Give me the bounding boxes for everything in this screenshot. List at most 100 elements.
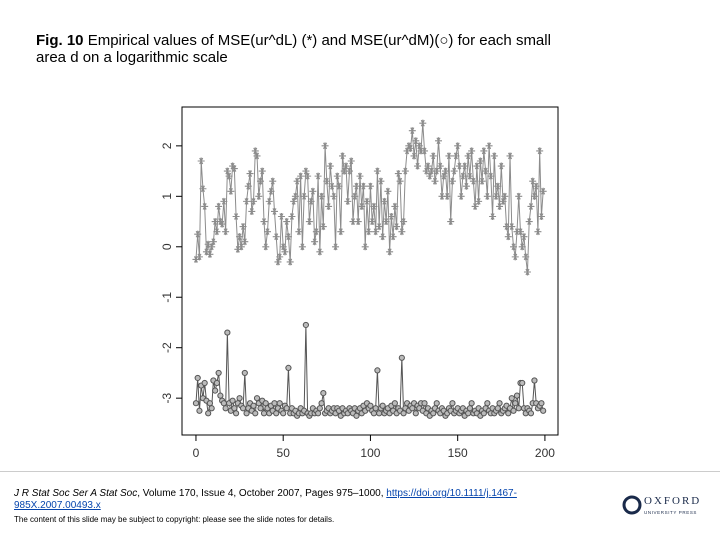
logo-name: OXFORD (644, 495, 701, 507)
logo-emblem (622, 495, 642, 515)
star-marker (457, 192, 465, 200)
star-marker (227, 187, 235, 195)
star-marker (503, 223, 511, 231)
star-marker (318, 192, 326, 200)
x-tick-label: 100 (360, 446, 380, 460)
star-marker (283, 218, 291, 226)
star-marker (244, 182, 252, 190)
star-marker (358, 202, 366, 210)
doi-link[interactable]: https://doi.org/10.1111/j.1467-985X.2007… (14, 488, 517, 511)
title-text: Empirical values of MSE(ur^dL) (*) and M… (36, 32, 551, 66)
star-marker (490, 152, 498, 160)
star-marker (239, 223, 247, 231)
circle-marker (276, 400, 283, 407)
circle-marker (513, 392, 521, 399)
star-marker (421, 147, 429, 155)
logo-sub: UNIVERSITY PRESS (644, 510, 697, 515)
star-marker (319, 223, 327, 231)
star-marker (501, 192, 509, 200)
star-marker (534, 228, 542, 236)
circle-marker (252, 410, 259, 417)
circle-marker (316, 405, 323, 412)
star-marker (365, 228, 373, 236)
circle-marker (496, 400, 503, 407)
star-marker (269, 177, 277, 185)
circle-marker (468, 400, 475, 407)
circle-marker (224, 329, 231, 336)
logo: OXFORD UNIVERSITY PRESS (622, 495, 701, 515)
star-marker (225, 172, 233, 180)
star-marker (344, 197, 352, 205)
star-marker (316, 248, 324, 256)
star-marker (363, 197, 371, 205)
circle-marker (398, 354, 405, 361)
star-marker (270, 207, 278, 215)
star-marker (522, 253, 530, 261)
circle-marker (391, 400, 398, 407)
star-marker (459, 172, 467, 180)
circle-marker (243, 410, 250, 417)
star-marker (304, 172, 312, 180)
circle-marker (538, 400, 545, 407)
circle-marker (273, 410, 280, 417)
circle-marker (302, 321, 309, 329)
circle-marker (519, 379, 526, 387)
star-marker (351, 192, 359, 200)
circle-marker (229, 397, 236, 404)
star-marker (396, 177, 404, 185)
star-marker (379, 233, 387, 241)
star-marker (204, 240, 212, 248)
title-label: Fig. 10 (36, 32, 84, 49)
star-marker (422, 167, 430, 175)
star-marker (347, 157, 355, 165)
star-marker (277, 213, 285, 221)
star-marker (450, 167, 458, 175)
circle-marker (285, 364, 292, 371)
star-marker (274, 258, 282, 266)
circle-marker (232, 410, 240, 417)
star-marker (309, 187, 317, 195)
star-marker (438, 192, 446, 200)
y-tick-label: -2 (160, 342, 174, 353)
circle-marker (449, 400, 456, 407)
circle-marker (280, 410, 287, 417)
star-marker (466, 172, 474, 180)
x-tick-label: 150 (448, 446, 468, 460)
star-marker (265, 197, 273, 205)
y-tick-label: 1 (160, 193, 174, 200)
star-marker (330, 192, 338, 200)
star-marker (262, 243, 270, 251)
star-marker (230, 165, 238, 173)
star-marker (246, 170, 254, 178)
star-marker (386, 248, 394, 256)
star-marker (291, 192, 299, 200)
circle-marker (253, 395, 261, 402)
star-marker (433, 167, 441, 175)
star-marker (473, 162, 481, 170)
circle-marker (409, 405, 416, 412)
star-marker (222, 228, 230, 236)
star-marker (297, 172, 305, 180)
star-marker (536, 147, 544, 155)
star-marker (372, 228, 380, 236)
star-marker (523, 268, 531, 276)
star-marker (253, 152, 261, 160)
star-marker (525, 218, 533, 226)
circle-marker (374, 367, 381, 374)
star-marker (455, 162, 463, 170)
citation-details: , Volume 170, Issue 4, October 2007, Pag… (137, 488, 387, 499)
circle-marker (320, 390, 327, 397)
star-marker (482, 167, 490, 175)
star-marker (312, 228, 320, 236)
star-marker (281, 248, 289, 256)
circle-marker (208, 405, 215, 412)
circle-marker (250, 402, 257, 409)
circle-marker (465, 410, 472, 417)
star-marker (215, 202, 223, 210)
circle-marker (508, 395, 515, 402)
star-marker (361, 243, 369, 251)
star-marker (415, 142, 423, 150)
star-marker (408, 127, 416, 135)
star-marker (311, 238, 319, 246)
circle-marker (379, 402, 386, 409)
